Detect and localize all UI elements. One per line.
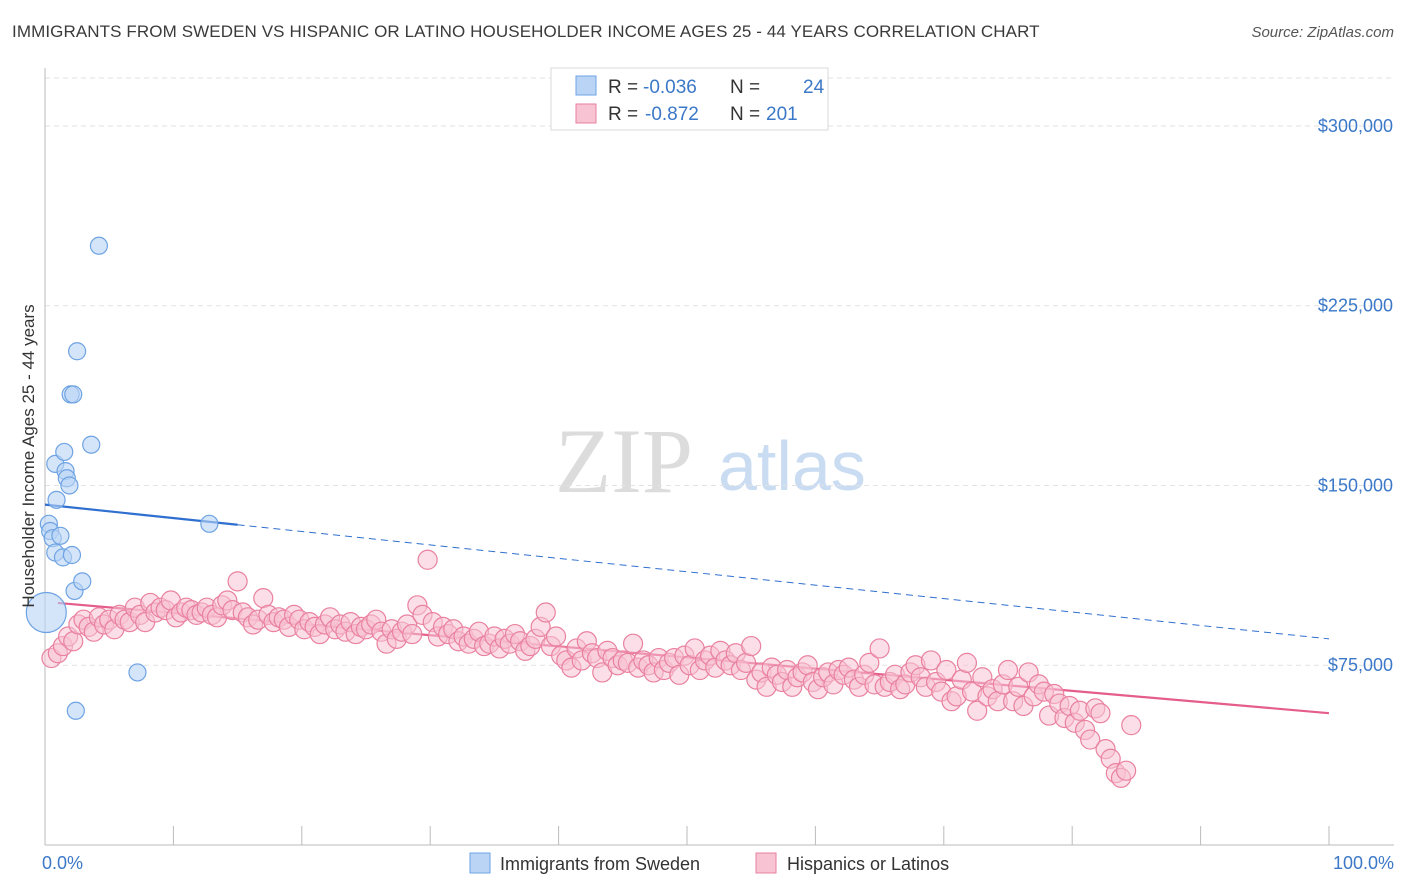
gridlines (45, 77, 1394, 666)
legend-n-value-sweden: 24 (803, 77, 825, 98)
sweden-point (62, 545, 82, 565)
hispanic-point (1090, 703, 1111, 724)
source-label: Source: ZipAtlas.com (1251, 24, 1394, 41)
hispanic-point (997, 659, 1019, 681)
hispanic-point (1116, 760, 1137, 781)
legend-r-label-sweden: R = (608, 77, 638, 98)
hispanic-point (227, 571, 248, 592)
legend-r-value-hispanic: -0.872 (645, 104, 699, 125)
chart-title: IMMIGRANTS FROM SWEDEN VS HISPANIC OR LA… (12, 22, 1040, 41)
correlation-legend: R = -0.036 N = 24 R = -0.872 N = 201 (550, 67, 829, 131)
hispanic-points (41, 549, 1142, 788)
watermark-zip: ZIP (555, 410, 693, 512)
sweden-point (47, 490, 66, 509)
hispanic-point (1080, 729, 1101, 750)
sweden-point (73, 572, 92, 591)
x-tick-label-start: 0.0% (42, 853, 83, 873)
hispanic-point (967, 700, 988, 721)
hispanic-point (741, 635, 762, 657)
legend-n-label-sweden: N = (730, 77, 760, 98)
sweden-point (64, 385, 83, 404)
hispanic-point (402, 623, 423, 645)
sweden-point (55, 442, 74, 462)
series-legend: Immigrants from Sweden Hispanics or Lati… (469, 852, 949, 874)
legend-n-value-hispanic: 201 (766, 104, 798, 125)
legend-n-label-hispanic: N = (730, 104, 760, 125)
hispanic-point (859, 652, 880, 673)
legend-swatch-sweden (575, 75, 597, 96)
hispanic-point (1008, 676, 1029, 697)
hispanic-point (622, 633, 644, 654)
hispanic-point (63, 631, 84, 652)
y-tick-label-3: $300,000 (1318, 116, 1393, 136)
hispanic-point (956, 652, 978, 673)
legend-r-label-hispanic: R = (608, 104, 638, 125)
x-tick-label-end: 100.0% (1333, 853, 1394, 873)
sweden-point (66, 701, 85, 720)
sweden-point (67, 342, 87, 361)
sweden-point (200, 514, 219, 533)
y-axis-label: Householder Income Ages 25 - 44 years (19, 304, 38, 607)
hispanic-point (869, 638, 890, 659)
hispanic-point (545, 626, 567, 647)
sweden-points (25, 236, 219, 720)
hispanic-point (253, 588, 274, 609)
legend-r-value-sweden: -0.036 (643, 77, 697, 98)
sweden-point (51, 526, 70, 545)
axes (44, 68, 1394, 846)
y-tick-labels: $75,000 $150,000 $225,000 $300,000 (1318, 116, 1393, 675)
sweden-point (25, 591, 67, 634)
bottom-legend-label-hispanic: Hispanics or Latinos (787, 854, 949, 874)
bottom-legend-label-sweden: Immigrants from Sweden (500, 854, 700, 874)
hispanic-point (936, 659, 957, 681)
hispanic-point (797, 655, 818, 676)
bottom-legend-swatch-hispanic (755, 852, 777, 874)
y-tick-label-1: $150,000 (1318, 475, 1393, 495)
sweden-point (60, 476, 79, 495)
sweden-trend-dashed (237, 524, 1330, 640)
sweden-point (128, 663, 147, 682)
bottom-legend-swatch-sweden (469, 852, 491, 874)
sweden-point (82, 435, 101, 454)
legend-swatch-hispanic (575, 103, 597, 124)
watermark-atlas: atlas (718, 427, 866, 505)
hispanic-point (535, 602, 556, 623)
y-tick-label-0: $75,000 (1328, 655, 1393, 675)
hispanic-point (920, 650, 942, 671)
hispanic-point (417, 549, 438, 570)
sweden-point (89, 236, 109, 255)
y-tick-label-2: $225,000 (1318, 296, 1393, 316)
hispanic-point (1121, 715, 1142, 736)
